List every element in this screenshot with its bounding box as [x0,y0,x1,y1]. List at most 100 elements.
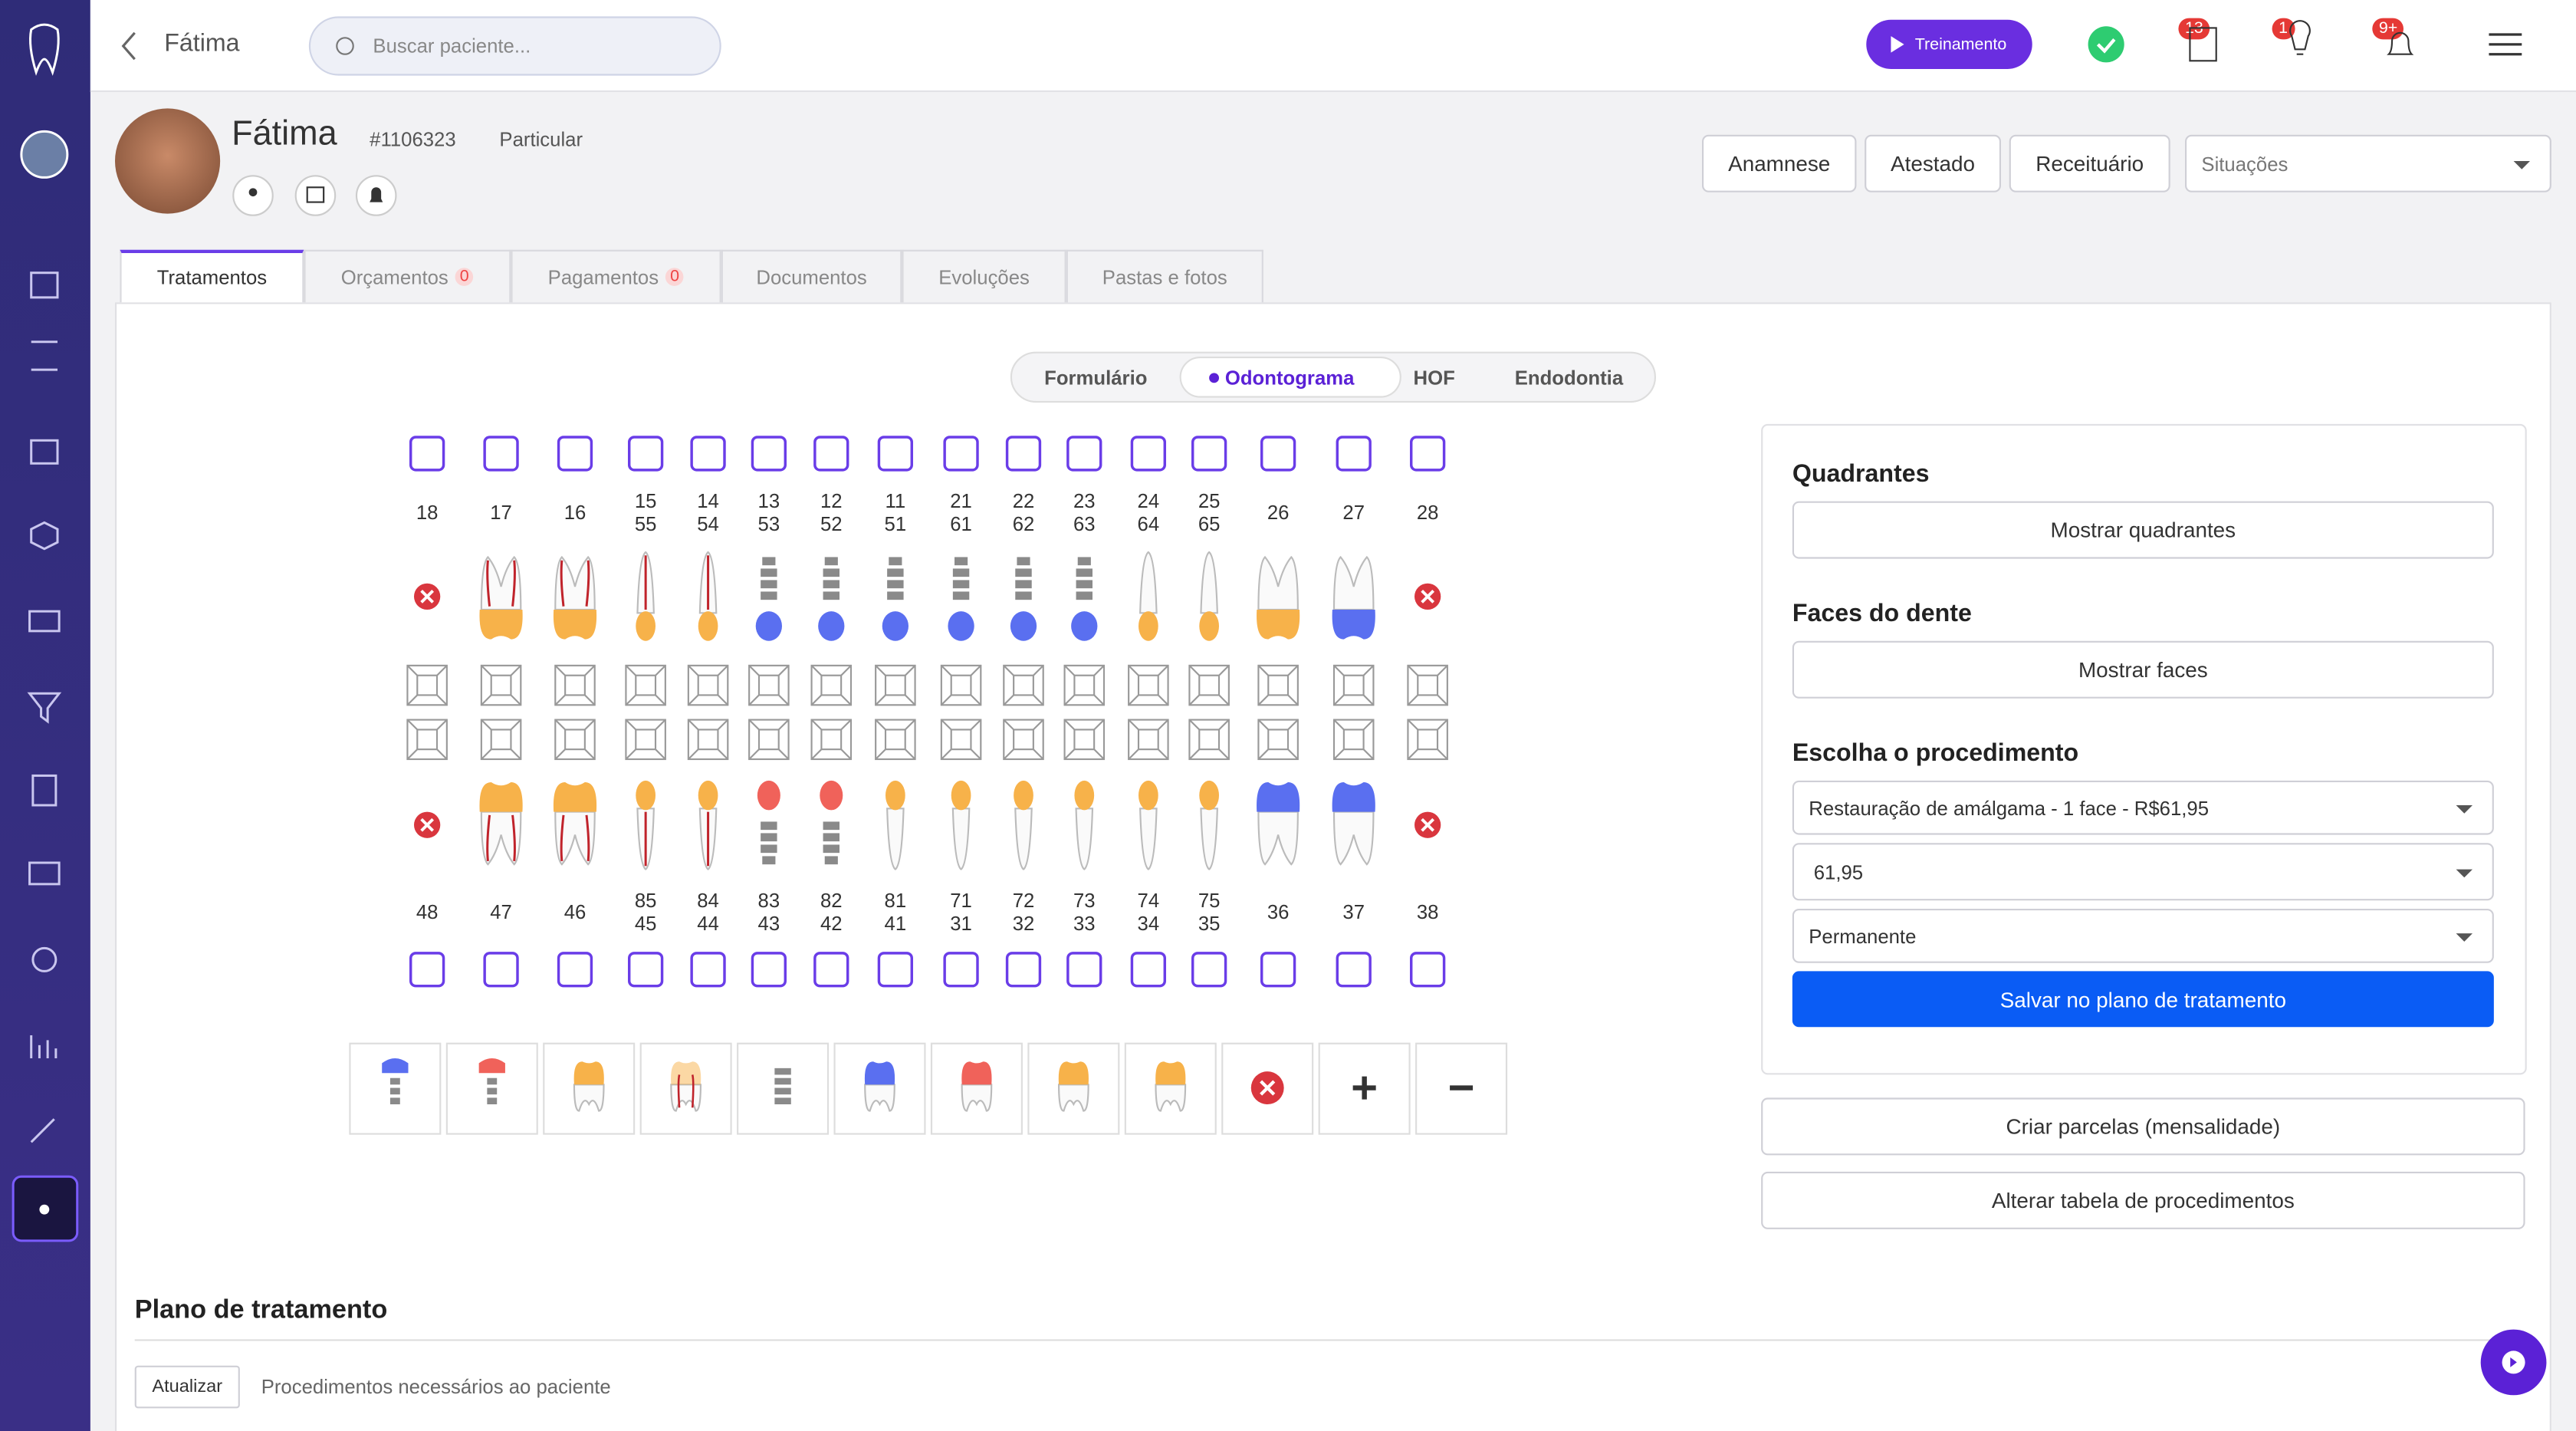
tooth-number: 52 [820,514,843,535]
implant [761,580,777,589]
face-outer [406,664,448,706]
save-button[interactable]: Salvar no plano de tratamento [1792,971,2494,1028]
implant [761,591,777,600]
tab[interactable]: Pastas e fotos [1066,249,1263,303]
face-box [480,719,522,761]
root [1014,808,1033,870]
price-input[interactable]: 61,95 [1792,843,2494,901]
tooth-number: 55 [635,514,657,535]
face-inner [635,729,657,751]
training-button[interactable]: Treinamento [1866,19,2032,69]
tooth-number: 82 [820,890,843,912]
tooth-checkbox [877,952,913,988]
header-icons [121,20,2547,1396]
face-inner [820,674,843,696]
crown [1199,780,1219,811]
root [1139,808,1158,870]
back-label[interactable]: Fátima [164,29,240,58]
subtab[interactable]: Formulário [1044,366,1148,390]
tooth [414,583,441,610]
badge: 9+ [2372,18,2404,40]
face-diagonal [1333,665,1375,706]
installments-button[interactable]: Criar parcelas (mensalidade) [1761,1097,2525,1156]
tab[interactable]: Pagamentos 0 [511,249,721,303]
tooth-checkbox [943,952,979,988]
crown [382,1058,409,1074]
face-inner [1198,729,1221,751]
tooth [1014,780,1033,870]
root [480,555,522,611]
section-title: Quadrantes [1792,460,1930,489]
tab[interactable]: Evoluções [902,249,1066,303]
face-inner [950,729,972,751]
tab[interactable]: Documentos [721,249,902,303]
subtab[interactable]: Odontograma [1224,366,1355,390]
implant [887,568,904,577]
crown [1071,611,1098,641]
face-diagonal [941,719,982,760]
tooth-checkbox [409,952,445,988]
face-box [1407,719,1448,761]
implant [761,833,777,842]
face-box [1257,719,1299,761]
crown [951,780,971,811]
face-inner [1267,729,1290,751]
tab[interactable]: Tratamentos [120,249,304,303]
quadrants-button[interactable]: Mostrar quadrantes [1792,501,2494,559]
face-box [406,719,448,761]
tooth-checkbox [813,436,849,472]
tooth-checkbox [557,952,593,988]
subtab[interactable]: Endodontia [1514,366,1624,390]
tooth-number: 85 [635,890,657,912]
refresh-button[interactable]: Atualizar [134,1365,240,1409]
anamnese-button[interactable]: Anamnese [1702,134,1857,192]
plus-icon [1352,1076,1376,1100]
tooth-checkbox [627,436,664,472]
tooth [414,811,441,838]
search-box[interactable] [308,16,721,76]
tooth-number: 28 [1417,502,1439,524]
face-box [1063,664,1106,706]
tooth-number: 37 [1342,902,1365,923]
tool-tooth-root [1155,1084,1187,1112]
tab-label: Documentos [756,265,867,289]
root [1200,551,1218,614]
tooth-number: 31 [950,913,972,935]
table-button[interactable]: Alterar tabela de procedimentos [1761,1171,2525,1229]
tooth-number: 45 [635,913,657,935]
tooth-number: 65 [1198,514,1221,535]
face-inner [697,674,719,696]
tool-tooth-crown [1058,1061,1089,1085]
receituario-button[interactable]: Receituário [2009,134,2170,192]
tooth-number: 21 [950,491,972,512]
plan-description: Procedimentos necessários ao paciente [261,1375,611,1399]
subtab[interactable]: HOF [1413,366,1455,390]
face-inner [1137,674,1159,696]
face-diagonal [688,665,729,706]
face-inner [1342,729,1365,751]
face-inner [1073,674,1096,696]
face-diagonal [688,719,729,760]
tooth-number: 14 [697,491,719,512]
dentition-select[interactable]: Permanente [1792,909,2494,963]
face-outer [1407,719,1448,761]
face-outer [1128,664,1169,706]
tool-tooth-root [1057,1084,1089,1112]
face-box [687,664,729,706]
face-diagonal [1333,719,1375,760]
implant [762,856,776,865]
implant [389,1087,400,1095]
atestado-button[interactable]: Atestado [1865,134,2001,192]
crown [478,1058,505,1074]
procedure-select[interactable]: Restauração de amálgama - 1 face - R$61,… [1792,780,2494,835]
faces-button[interactable]: Mostrar faces [1792,640,2494,699]
patient-photo [115,108,221,214]
situations-select[interactable]: Situações [2185,134,2551,192]
crown [886,780,905,811]
implant [1015,591,1032,600]
face-box [406,664,448,706]
face-diagonal [1063,719,1105,760]
implant [487,1097,498,1104]
tab[interactable]: Orçamentos 0 [304,249,511,303]
face-box [625,664,666,706]
